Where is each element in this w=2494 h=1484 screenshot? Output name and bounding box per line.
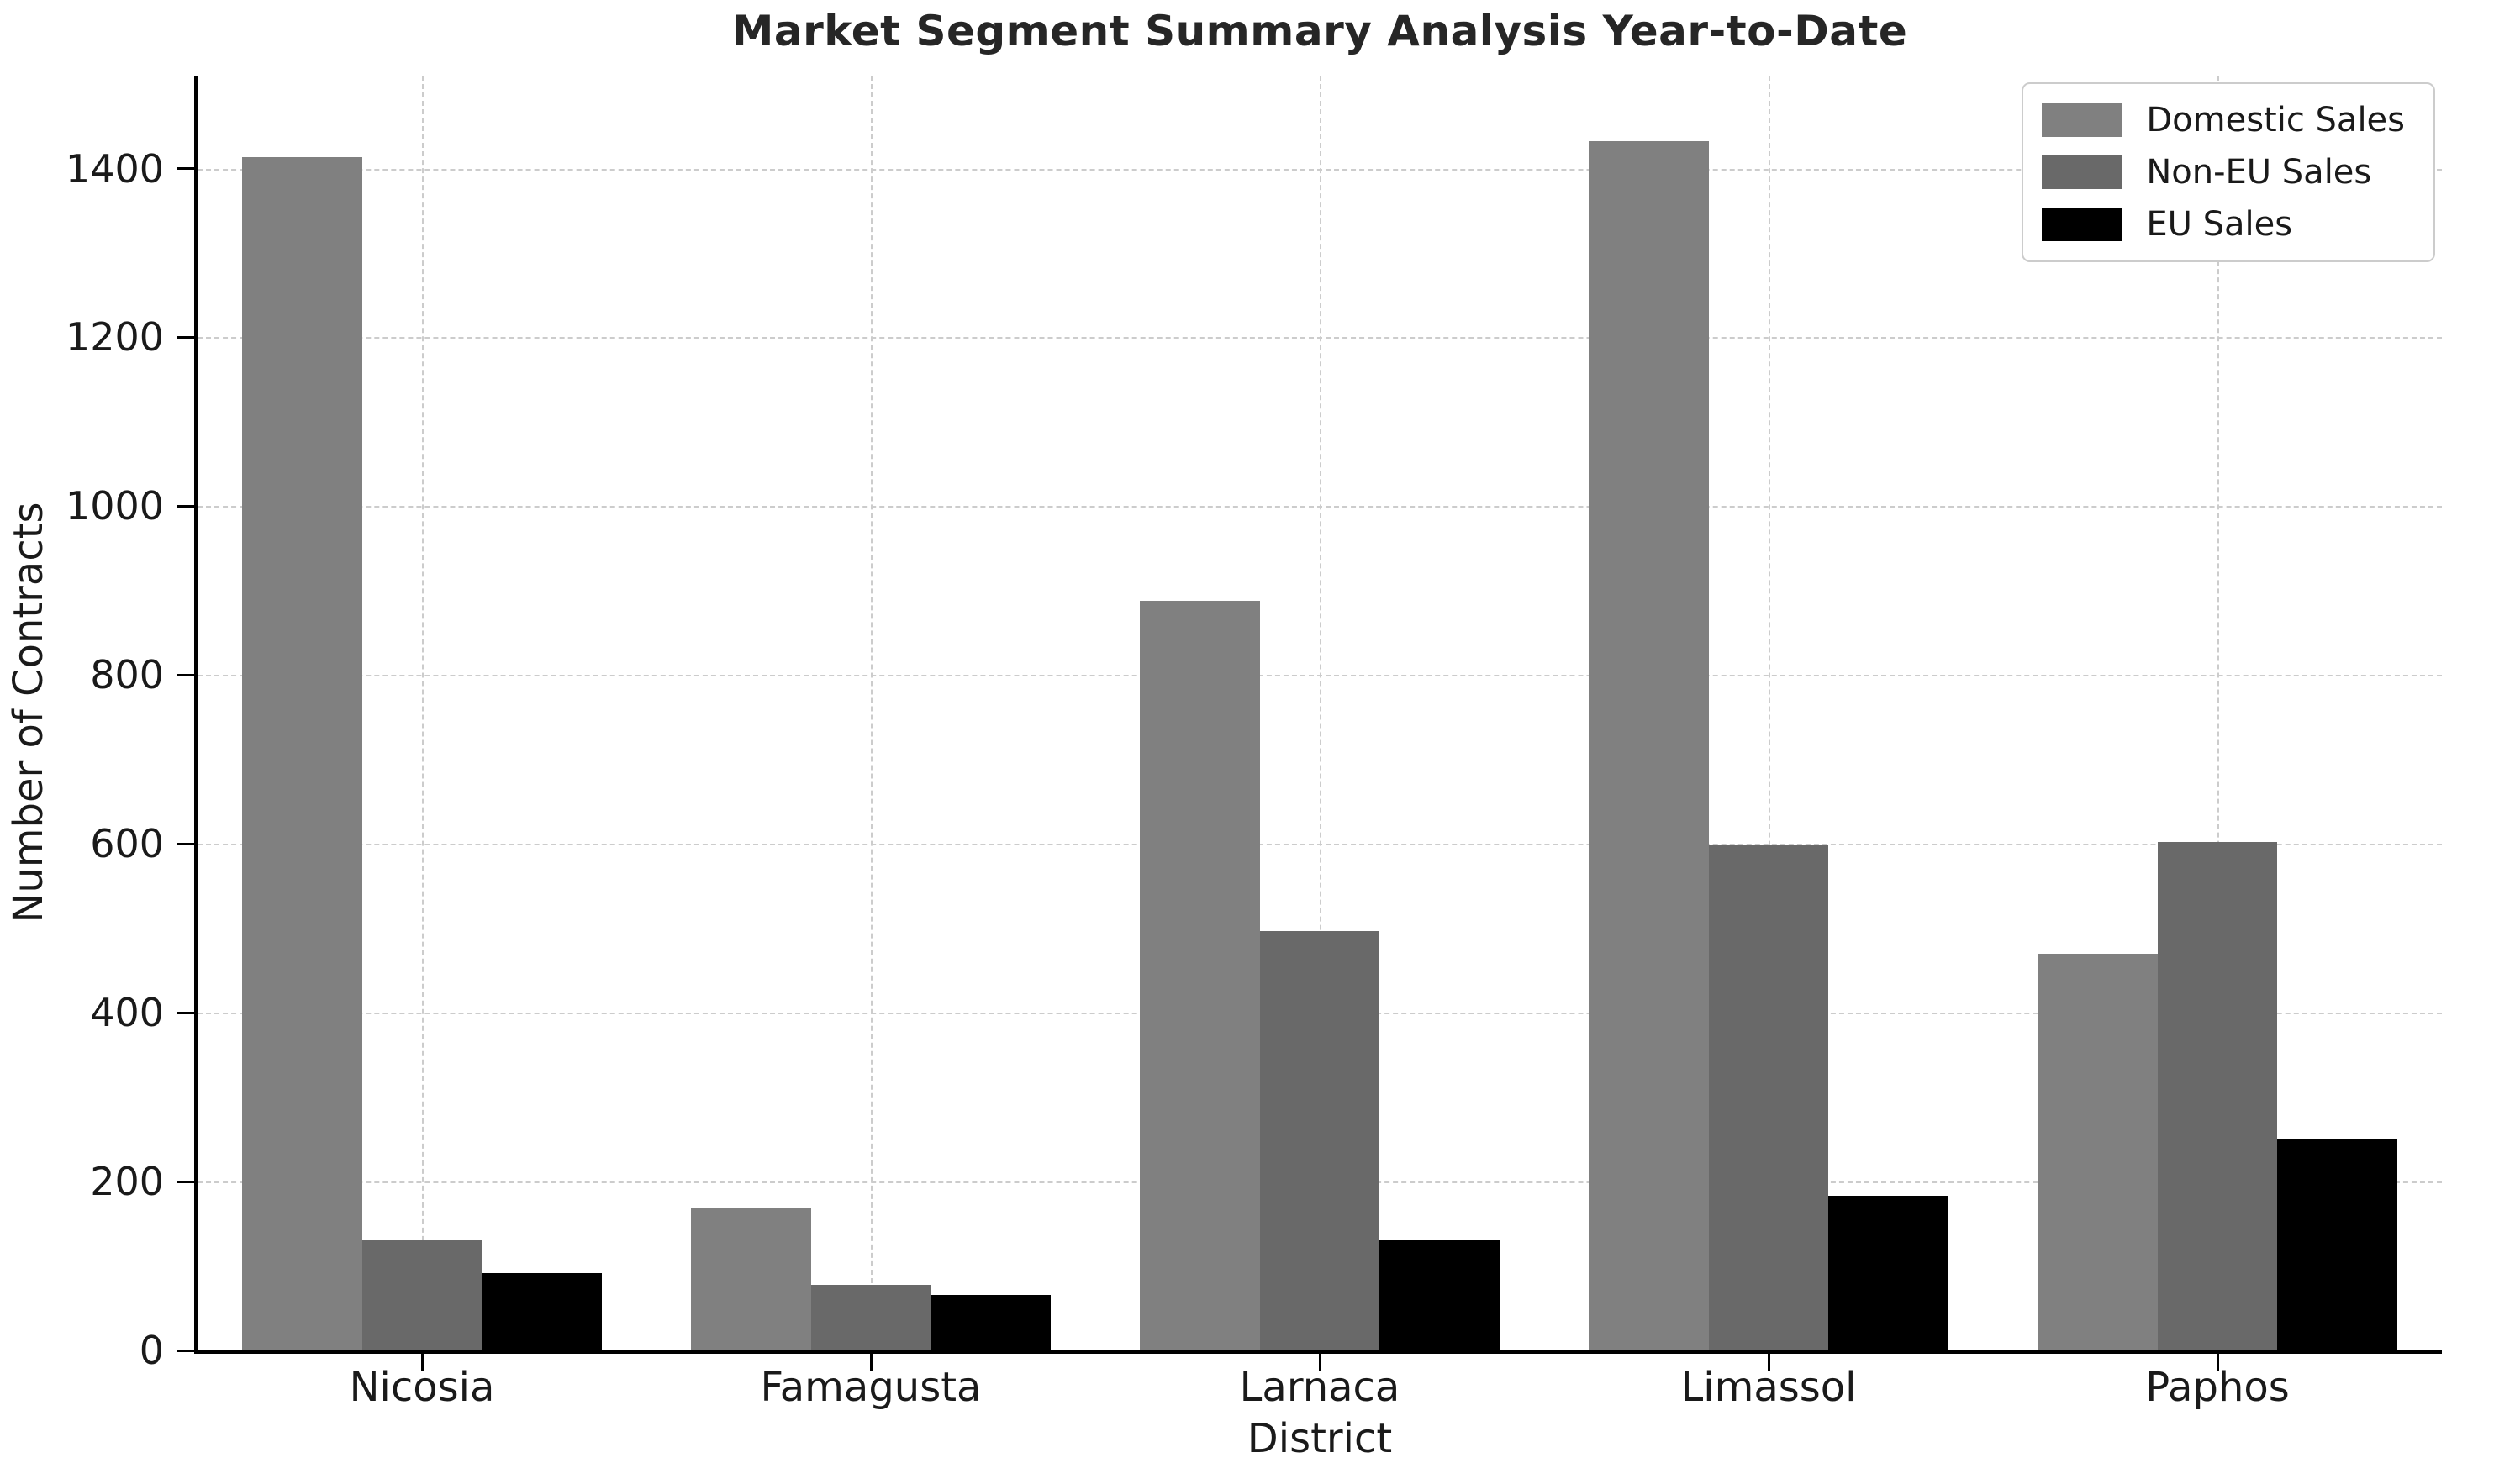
legend-entry-eu-sales: EU Sales xyxy=(2042,205,2405,244)
legend-label-eu-sales: EU Sales xyxy=(2146,205,2293,244)
bar-limassol-non-eu-sales xyxy=(1708,845,1829,1350)
bar-nicosia-eu-sales xyxy=(482,1272,602,1350)
legend-swatch-eu-sales xyxy=(2042,208,2123,241)
y-tick-800 xyxy=(177,673,194,676)
x-axis-spine xyxy=(194,1350,2442,1354)
bar-paphos-domestic-sales xyxy=(2038,953,2158,1350)
bar-limassol-domestic-sales xyxy=(1589,141,1709,1350)
bar-nicosia-non-eu-sales xyxy=(361,1240,482,1350)
bar-group-famagusta xyxy=(646,76,1095,1350)
bar-famagusta-non-eu-sales xyxy=(810,1284,931,1350)
chart-title: Market Segment Summary Analysis Year-to-… xyxy=(731,7,1908,55)
bar-famagusta-domestic-sales xyxy=(691,1208,811,1350)
x-tick-paphos xyxy=(2216,1354,2219,1371)
x-axis-label: District xyxy=(1247,1415,1393,1462)
plot-area: Domestic Sales Non-EU Sales EU Sales 0 200 4… xyxy=(66,76,2442,1411)
y-tick-label-1200: 1200 xyxy=(65,314,164,360)
bar-famagusta-eu-sales xyxy=(931,1294,1051,1350)
y-tick-label-1000: 1000 xyxy=(65,483,164,529)
bar-limassol-eu-sales xyxy=(1828,1196,1948,1350)
legend: Domestic Sales Non-EU Sales EU Sales xyxy=(2022,82,2435,262)
y-tick-1400 xyxy=(177,167,194,170)
y-axis-spine xyxy=(194,76,198,1354)
legend-entry-non-eu-sales: Non-EU Sales xyxy=(2042,153,2405,192)
bar-nicosia-domestic-sales xyxy=(242,157,362,1350)
bar-larnaca-eu-sales xyxy=(1379,1240,1500,1350)
bar-paphos-non-eu-sales xyxy=(2157,842,2278,1350)
gridline-x-paphos xyxy=(2217,76,2219,1350)
y-tick-1200 xyxy=(177,335,194,339)
bar-group-limassol xyxy=(1544,76,1993,1350)
bar-group-larnaca xyxy=(1095,76,1544,1350)
y-tick-label-800: 800 xyxy=(90,652,164,698)
x-tick-label-limassol: Limassol xyxy=(1680,1364,1857,1411)
x-tick-label-larnaca: Larnaca xyxy=(1239,1364,1400,1411)
gridline-x-limassol xyxy=(1769,76,1770,1350)
bar-larnaca-non-eu-sales xyxy=(1259,930,1380,1350)
x-tick-label-famagusta: Famagusta xyxy=(760,1364,982,1411)
x-tick-label-nicosia: Nicosia xyxy=(349,1364,495,1411)
y-tick-200 xyxy=(177,1180,194,1183)
x-tick-limassol xyxy=(1767,1354,1770,1371)
legend-entry-domestic-sales: Domestic Sales xyxy=(2042,101,2405,139)
x-tick-nicosia xyxy=(420,1354,424,1371)
bar-group-nicosia xyxy=(198,76,646,1350)
y-tick-1000 xyxy=(177,504,194,508)
y-tick-label-0: 0 xyxy=(139,1328,164,1373)
bar-paphos-eu-sales xyxy=(2277,1139,2397,1350)
y-tick-label-600: 600 xyxy=(90,821,164,867)
legend-swatch-domestic-sales xyxy=(2042,103,2123,137)
gridline-x-nicosia xyxy=(422,76,424,1350)
bar-group-paphos xyxy=(1993,76,2442,1350)
y-tick-0 xyxy=(177,1349,194,1352)
y-tick-600 xyxy=(177,842,194,845)
legend-label-domestic-sales: Domestic Sales xyxy=(2146,101,2405,139)
x-tick-label-paphos: Paphos xyxy=(2145,1364,2290,1411)
legend-swatch-non-eu-sales xyxy=(2042,155,2123,189)
y-tick-label-400: 400 xyxy=(90,990,164,1036)
gridline-x-larnaca xyxy=(1320,76,1321,1350)
bar-larnaca-domestic-sales xyxy=(1140,600,1260,1350)
y-tick-label-200: 200 xyxy=(90,1159,164,1205)
y-tick-400 xyxy=(177,1011,194,1014)
gridline-x-famagusta xyxy=(871,76,873,1350)
legend-label-non-eu-sales: Non-EU Sales xyxy=(2146,153,2372,192)
x-tick-famagusta xyxy=(869,1354,873,1371)
x-tick-larnaca xyxy=(1318,1354,1321,1371)
y-tick-label-1400: 1400 xyxy=(65,145,164,192)
